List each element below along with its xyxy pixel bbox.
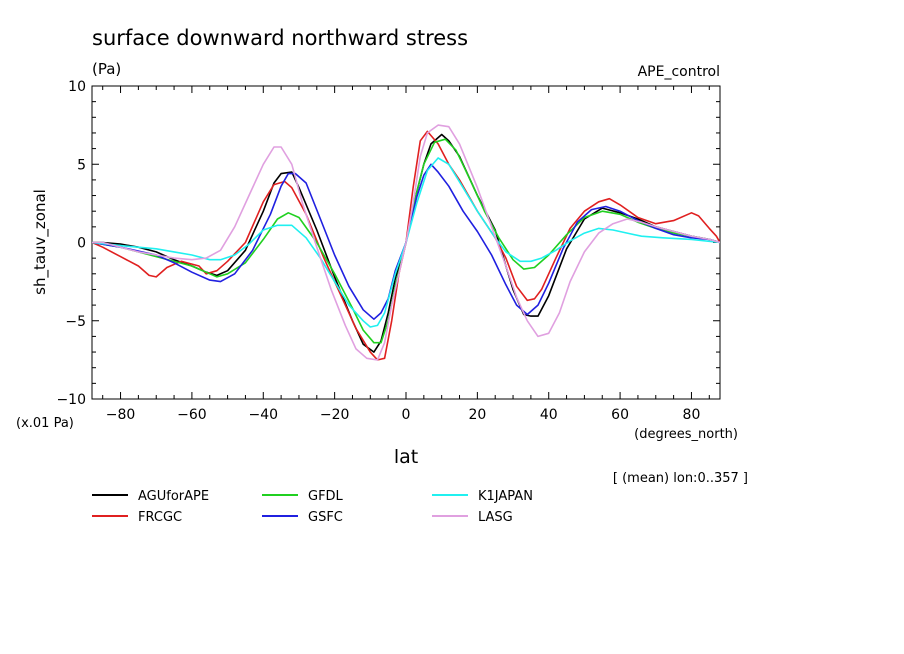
x-tick-label: −60	[177, 407, 207, 423]
experiment-label: APE_control	[638, 64, 720, 80]
x-tick-label: 20	[468, 407, 486, 423]
x-tick-label: −80	[106, 407, 136, 423]
y-axis-label: sh_tauv_zonal	[31, 189, 50, 295]
series-lines	[92, 124, 720, 361]
y-tick-label: −5	[65, 314, 86, 330]
legend-label-gfdl: GFDL	[308, 489, 344, 504]
chart-title: surface downward northward stress	[92, 26, 468, 50]
y-tick-label: 0	[77, 236, 86, 252]
series-line-gsfc	[92, 163, 720, 320]
units-label: (Pa)	[92, 60, 121, 78]
legend-label-lasg: LASG	[478, 510, 513, 525]
x-tick-label: −20	[320, 407, 350, 423]
x-units-label: (degrees_north)	[634, 427, 738, 442]
series-line-gfdl	[92, 138, 720, 344]
footnote: [ (mean) lon:0..357 ]	[613, 471, 748, 486]
legend-label-k1japan: K1JAPAN	[478, 489, 533, 504]
legend-label-frcgc: FRCGC	[138, 510, 182, 525]
x-tick-label: 40	[540, 407, 558, 423]
x-tick-label: 0	[402, 407, 411, 423]
series-line-lasg	[92, 124, 720, 361]
y-axis: −10 −5 0 5 10	[56, 79, 720, 408]
x-tick-label: −40	[248, 407, 278, 423]
y-scale-label: (x.01 Pa)	[16, 416, 74, 431]
legend-label-gsfc: GSFC	[308, 510, 343, 525]
y-tick-label: −10	[56, 392, 86, 408]
x-axis: −80 −60 −40 −20 0 20 40 60 80	[102, 86, 710, 423]
legend: AGUforAPE FRCGC GFDL GSFC K1JAPAN LASG	[92, 489, 533, 525]
x-tick-label: 60	[611, 407, 629, 423]
x-axis-label: lat	[394, 446, 418, 468]
x-tick-label: 80	[683, 407, 701, 423]
y-tick-label: 10	[68, 79, 86, 95]
y-tick-label: 5	[77, 157, 86, 173]
legend-label-aguforape: AGUforAPE	[138, 489, 209, 504]
